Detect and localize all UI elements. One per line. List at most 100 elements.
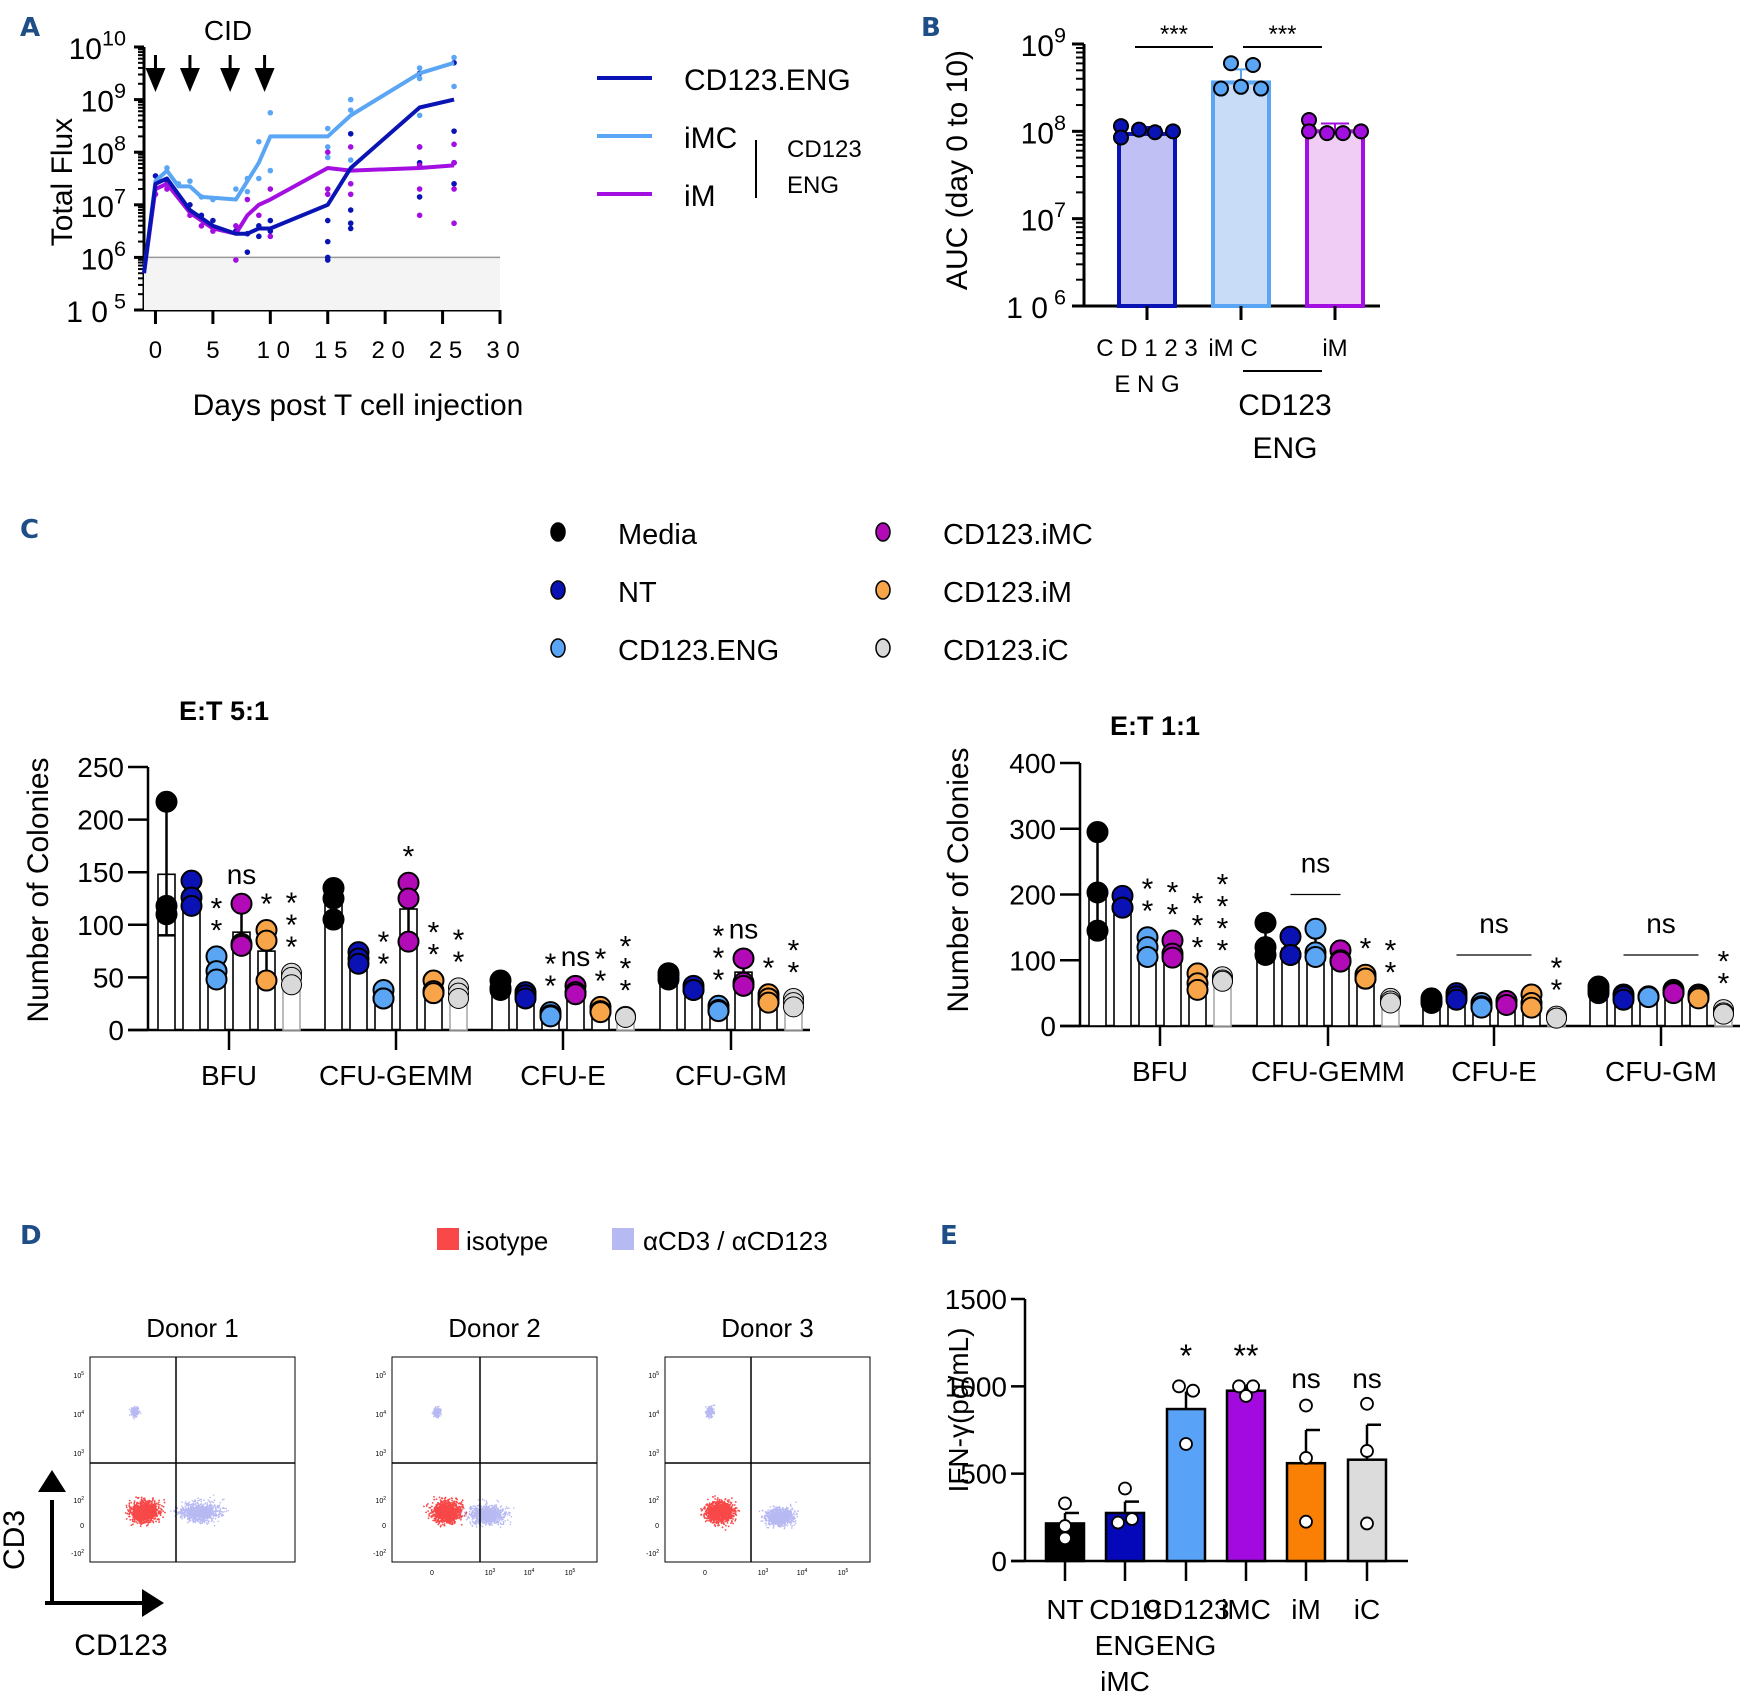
event-dot (443, 1514, 446, 1517)
significance-star: * (788, 956, 800, 989)
significance-label: ns (729, 913, 759, 944)
significance-star: * (261, 888, 273, 921)
event-dot (207, 1522, 210, 1524)
arrow-down-icon (254, 68, 275, 92)
event-dot (153, 1503, 155, 1506)
event-dot (219, 1501, 222, 1504)
event-dot (197, 1508, 200, 1510)
data-point (1279, 943, 1302, 966)
data-point (589, 1001, 612, 1024)
data-point (416, 65, 423, 71)
flow-y-tick-label: 104 (73, 1410, 84, 1419)
event-dot (145, 1524, 148, 1527)
flow-x-tick-label: 105 (565, 1568, 576, 1577)
event-dot (497, 1500, 500, 1503)
event-dot (485, 1522, 487, 1525)
event-dot (133, 1417, 136, 1420)
event-dot (502, 1513, 504, 1516)
event-dot (431, 1501, 434, 1504)
event-dot (194, 1502, 197, 1505)
significance-star: * (595, 943, 607, 976)
significance-star: * (403, 841, 415, 874)
event-dot (164, 1511, 166, 1514)
data-point (155, 790, 178, 813)
event-dot (152, 1499, 154, 1501)
event-dot (152, 1520, 154, 1523)
event-dot (216, 1505, 219, 1508)
event-dot (133, 1518, 136, 1521)
event-dot (142, 1518, 144, 1520)
event-dot (223, 1498, 225, 1501)
event-dot (132, 1408, 134, 1411)
legend-label-isotype: isotype (466, 1226, 548, 1256)
event-dot (136, 1514, 139, 1517)
x-tick-label: 1 0 (257, 337, 290, 364)
event-dot (192, 1503, 194, 1506)
event-dot (135, 1506, 138, 1509)
event-dot (189, 1504, 192, 1506)
event-dot (143, 1504, 145, 1506)
data-point (324, 191, 331, 198)
data-point (1161, 946, 1184, 969)
legend-swatch-stained (612, 1228, 634, 1250)
flow-y-tick-label: -102 (373, 1549, 386, 1558)
legend-label: CD123.iM (943, 577, 1072, 609)
event-dot (201, 1522, 204, 1525)
event-dot (223, 1507, 226, 1510)
event-dot (157, 1507, 160, 1510)
event-dot (481, 1520, 484, 1523)
event-dot (437, 1518, 440, 1521)
data-point (1470, 996, 1493, 1019)
significance-star: * (788, 934, 800, 967)
event-dot (149, 1514, 152, 1517)
event-dot (491, 1511, 493, 1513)
cid-annotation: CID (204, 15, 252, 46)
event-dot (184, 1510, 186, 1513)
data-point (1319, 125, 1335, 142)
event-dot (501, 1516, 503, 1519)
event-dot (450, 1519, 453, 1522)
x-tick-label: CFU-GEMM (1251, 1056, 1405, 1087)
data-point (267, 186, 274, 192)
event-dot (456, 1501, 459, 1504)
legend-marker (550, 522, 566, 542)
event-dot (487, 1509, 489, 1512)
event-dot (146, 1518, 148, 1521)
event-dot (447, 1520, 450, 1523)
significance-label: ns (1646, 908, 1676, 939)
event-dot (480, 1513, 483, 1516)
event-dot (499, 1516, 501, 1519)
event-dot (206, 1503, 209, 1506)
event-dot (212, 1514, 214, 1517)
event-dot (441, 1508, 444, 1511)
event-dot (185, 1507, 187, 1509)
event-dot (145, 1520, 148, 1523)
data-point (416, 112, 423, 119)
arrow-down-icon (145, 68, 166, 92)
bar (1305, 129, 1365, 308)
legend-bracket-label-2: ENG (787, 172, 839, 199)
y-tick-label: 1 0 6 (1006, 285, 1066, 326)
data-point (564, 983, 587, 1006)
event-dot (130, 1413, 133, 1416)
event-dot (426, 1502, 429, 1505)
event-dot (194, 1521, 197, 1523)
event-dot (188, 1520, 190, 1523)
event-dot (434, 1515, 437, 1517)
event-dot (443, 1520, 446, 1523)
event-dot (157, 1501, 160, 1504)
data-point (1329, 950, 1352, 973)
event-dot (436, 1409, 438, 1411)
event-dot (147, 1506, 149, 1509)
panel-letter-a: A (20, 13, 40, 43)
event-dot (183, 1515, 186, 1518)
event-dot (128, 1512, 131, 1515)
event-dot (158, 1510, 161, 1512)
data-point (397, 887, 420, 910)
y-tick-label: 100 (77, 910, 124, 941)
event-dot (497, 1523, 500, 1526)
event-dot (207, 1517, 209, 1520)
event-dot (425, 1505, 428, 1507)
event-dot (451, 1501, 454, 1504)
event-dot (435, 1498, 438, 1500)
